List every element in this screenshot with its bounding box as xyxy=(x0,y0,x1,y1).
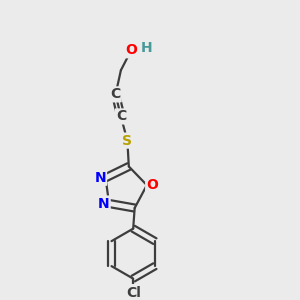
Text: N: N xyxy=(98,196,110,211)
Text: C: C xyxy=(116,110,126,124)
Text: H: H xyxy=(141,41,152,55)
Text: O: O xyxy=(125,43,137,57)
Text: Cl: Cl xyxy=(126,286,141,300)
Text: C: C xyxy=(110,87,121,101)
Text: O: O xyxy=(146,178,158,192)
Text: S: S xyxy=(122,134,132,148)
Text: N: N xyxy=(94,171,106,185)
